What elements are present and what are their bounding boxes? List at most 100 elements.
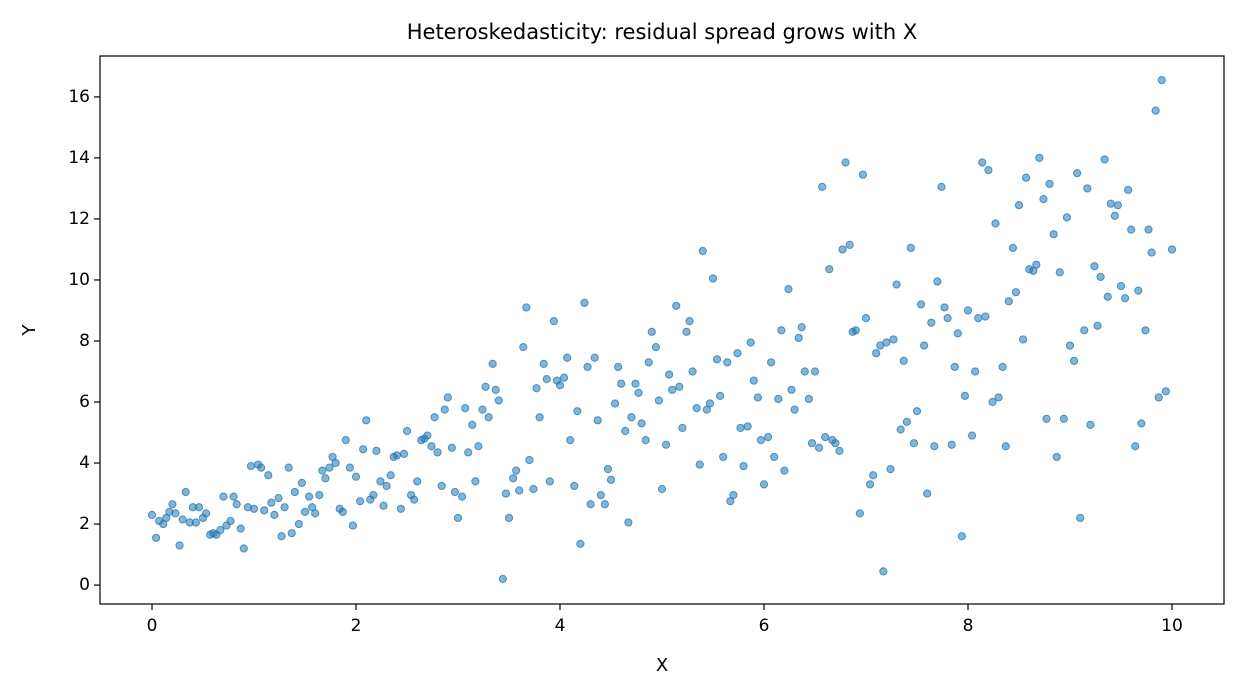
point [807, 439, 817, 448]
point [194, 503, 204, 512]
point [937, 182, 946, 191]
x-tick-label: 2 [351, 616, 362, 636]
point [348, 521, 358, 530]
point [376, 477, 385, 486]
x-tick-label: 8 [963, 616, 974, 636]
point [692, 404, 701, 413]
point [657, 484, 667, 494]
point [267, 498, 276, 507]
point [739, 461, 748, 471]
point [226, 516, 235, 526]
point [471, 477, 480, 486]
point [178, 515, 187, 524]
point [277, 532, 286, 541]
point [151, 533, 161, 542]
point [743, 422, 752, 431]
point [902, 417, 911, 426]
point [675, 382, 684, 391]
point [651, 342, 660, 352]
point [341, 436, 350, 445]
point [321, 474, 330, 483]
point [1049, 230, 1058, 239]
point [576, 539, 585, 548]
point [345, 463, 354, 472]
y-tick-label: 2 [79, 514, 90, 534]
point [545, 477, 554, 486]
point [297, 478, 307, 487]
point [402, 426, 412, 436]
point [427, 442, 436, 451]
point [733, 349, 742, 358]
point [535, 413, 544, 422]
point [777, 326, 786, 335]
point [246, 461, 256, 471]
point [219, 492, 228, 501]
point [1090, 262, 1099, 271]
point [756, 436, 766, 445]
point [1001, 442, 1010, 451]
point [549, 317, 558, 326]
point [647, 327, 656, 336]
point [774, 394, 783, 404]
point [555, 381, 565, 390]
point [1161, 387, 1170, 396]
point [981, 312, 990, 321]
point [685, 317, 694, 326]
point [889, 335, 898, 344]
point [443, 393, 452, 402]
y-tick-label: 6 [79, 392, 90, 412]
point [879, 567, 888, 576]
point [386, 471, 395, 480]
point [644, 358, 653, 367]
point [191, 518, 200, 527]
point [410, 495, 419, 504]
point [351, 472, 361, 481]
point [583, 362, 592, 372]
point [909, 439, 919, 448]
point [614, 362, 623, 372]
point [1080, 326, 1089, 335]
point [216, 526, 225, 535]
point [705, 399, 715, 408]
point [892, 280, 901, 289]
point [672, 301, 681, 310]
point [797, 323, 806, 332]
y-axis-label: Y [19, 324, 40, 337]
point [399, 449, 409, 458]
point [1131, 442, 1140, 451]
point [181, 487, 190, 497]
point [695, 460, 704, 469]
x-tick-label: 6 [759, 616, 770, 636]
point [855, 509, 864, 518]
point [858, 170, 868, 179]
point [478, 405, 487, 414]
point [437, 481, 446, 491]
point [362, 416, 371, 425]
point [464, 448, 473, 457]
x-axis-label: X [656, 655, 668, 676]
point [596, 490, 605, 500]
point [372, 446, 381, 455]
point [501, 489, 511, 498]
point [1042, 414, 1051, 423]
point [1144, 225, 1153, 234]
point [998, 362, 1007, 372]
point [450, 487, 460, 497]
point [624, 518, 633, 527]
point [1055, 268, 1064, 277]
point [529, 484, 538, 494]
point [759, 480, 769, 489]
point [522, 303, 531, 312]
point [896, 425, 905, 434]
point [488, 359, 497, 368]
point [621, 426, 630, 436]
point [940, 303, 949, 312]
point [1086, 420, 1095, 429]
point [978, 158, 987, 167]
point [280, 503, 289, 512]
point [950, 362, 959, 372]
point [1106, 199, 1115, 208]
point [304, 492, 314, 501]
point [1083, 184, 1092, 193]
point [861, 314, 871, 323]
